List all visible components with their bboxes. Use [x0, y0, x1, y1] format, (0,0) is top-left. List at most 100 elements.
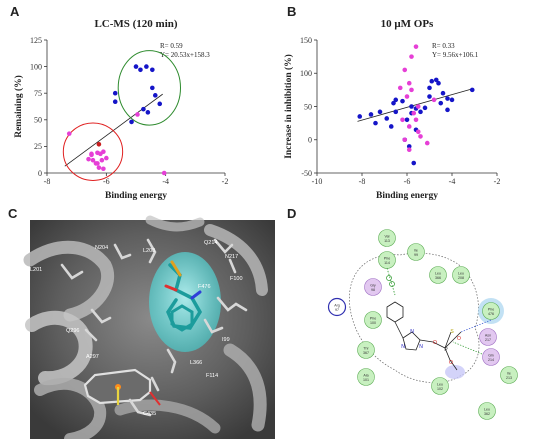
x-tick-label: -2: [494, 177, 501, 186]
data-point-blue: [391, 100, 396, 106]
data-point-blue: [368, 112, 374, 117]
residue-label: N204: [95, 245, 108, 251]
residue-labels: L208 N204 Q214 N217 L201 F100 F476 Q296 …: [30, 240, 243, 417]
residue-label: F100: [230, 276, 243, 282]
data-point-blue: [150, 85, 155, 91]
residue-number: 208: [458, 276, 464, 280]
residue-label: Q214: [204, 240, 217, 246]
data-point-blue: [357, 114, 363, 119]
residue-name: Arg: [334, 304, 340, 308]
data-point-magenta: [135, 112, 140, 117]
data-point-blue: [138, 67, 143, 73]
residue-circle: [482, 348, 500, 366]
data-point-blue: [409, 104, 414, 109]
ligand-atom: N: [419, 344, 423, 350]
residue-name: Phe: [384, 257, 390, 261]
data-point-magenta: [409, 54, 414, 59]
residue-label: L208: [143, 248, 155, 254]
panel-b: B 10 μM OPs -10 -8 -6 -4 -2 -50 0 50 100 150 Bindin…: [275, 0, 550, 201]
data-point-blue: [152, 93, 158, 98]
y-axis-label: Remaining (%): [13, 75, 24, 138]
y-tick-label: 25: [34, 142, 42, 151]
data-point-blue: [418, 109, 423, 115]
residue-name: Val: [385, 235, 390, 239]
regression-line: [357, 88, 473, 122]
data-point-magenta: [413, 44, 419, 49]
data-point-blue: [373, 120, 378, 126]
residue-number: 97: [335, 308, 339, 312]
data-point-magenta: [96, 165, 102, 170]
residue-number: 101: [363, 378, 369, 382]
data-point-blue: [427, 85, 432, 91]
data-point-blue: [400, 98, 405, 104]
data-point-blue: [440, 90, 446, 96]
pi-ring-marker: [389, 281, 395, 287]
data-point-blue: [404, 117, 410, 123]
data-point-magenta: [161, 170, 167, 176]
data-point-magenta: [101, 149, 106, 155]
docking-structure-image: L208 N204 Q214 N217 L201 F100 F476 Q296 …: [23, 215, 275, 439]
ligand-molecule: [164, 260, 203, 332]
residue-number: 214: [488, 358, 494, 362]
data-point-blue: [144, 64, 149, 69]
data-point-magenta: [415, 104, 421, 109]
residue-circle: [378, 229, 396, 247]
data-point-magenta: [90, 157, 96, 163]
residue-label: Q296: [66, 328, 79, 334]
scatter-chart-b: 10 μM OPs -10 -8 -6 -4 -2 -50 0 50 100 150 Binding …: [283, 18, 501, 201]
data-point-magenta: [95, 161, 100, 166]
residue-label: A297: [86, 354, 99, 360]
data-point-blue: [469, 87, 475, 93]
data-point-magenta: [397, 85, 403, 91]
x-axis-label: Binding energy: [376, 191, 438, 201]
residue-number: 99: [414, 253, 418, 257]
y-tick-label: 100: [30, 62, 42, 71]
y-tick-label: 150: [300, 36, 312, 45]
data-point-magenta: [418, 134, 423, 139]
y-tick-label: 50: [34, 116, 42, 125]
data-point-magenta: [415, 129, 421, 135]
ligand-phenyl-ring: [386, 301, 404, 323]
data-point-magenta: [431, 97, 437, 103]
x-tick-label: -10: [312, 177, 323, 186]
data-point-magenta: [400, 117, 405, 123]
y-tick-label: 0: [38, 169, 42, 178]
residue-name: Ala: [363, 374, 368, 378]
data-point-blue: [438, 100, 444, 106]
residue-circle: [482, 302, 500, 320]
data-point-red: [96, 141, 102, 147]
data-point-blue: [433, 77, 439, 83]
ligand-atom: O: [433, 340, 437, 346]
residue-label: N217: [225, 254, 238, 260]
panel-letter-d: D: [287, 206, 297, 221]
data-point-blue: [429, 78, 435, 84]
residue-name: Leu: [484, 408, 490, 412]
data-point-magenta: [406, 124, 412, 129]
data-point-blue: [449, 97, 455, 103]
data-point-blue: [422, 105, 428, 111]
data-point-blue: [406, 144, 412, 149]
residue-circle: [429, 266, 447, 284]
panel-d: D Val 113 Phe 114 Ile 99 Leu 366 Leu 208 Gly 98 Arg 9…: [275, 200, 550, 439]
residue-circle: [452, 266, 470, 284]
residue-name: Ile: [507, 372, 511, 376]
residue-name: Thr: [363, 347, 369, 351]
y-tick-label: 0: [308, 136, 312, 145]
residue-number: 213: [506, 376, 512, 380]
residue-label: F114: [206, 373, 218, 379]
x-tick-label: -2: [222, 177, 229, 186]
panel-c: C: [0, 200, 275, 439]
data-point-blue: [411, 160, 417, 166]
ligand-atom: P: [444, 347, 448, 353]
data-point-magenta: [104, 155, 109, 161]
x-tick-label: -6: [404, 177, 411, 186]
residue-circle: [478, 402, 496, 420]
residue-number: 367: [363, 351, 369, 355]
